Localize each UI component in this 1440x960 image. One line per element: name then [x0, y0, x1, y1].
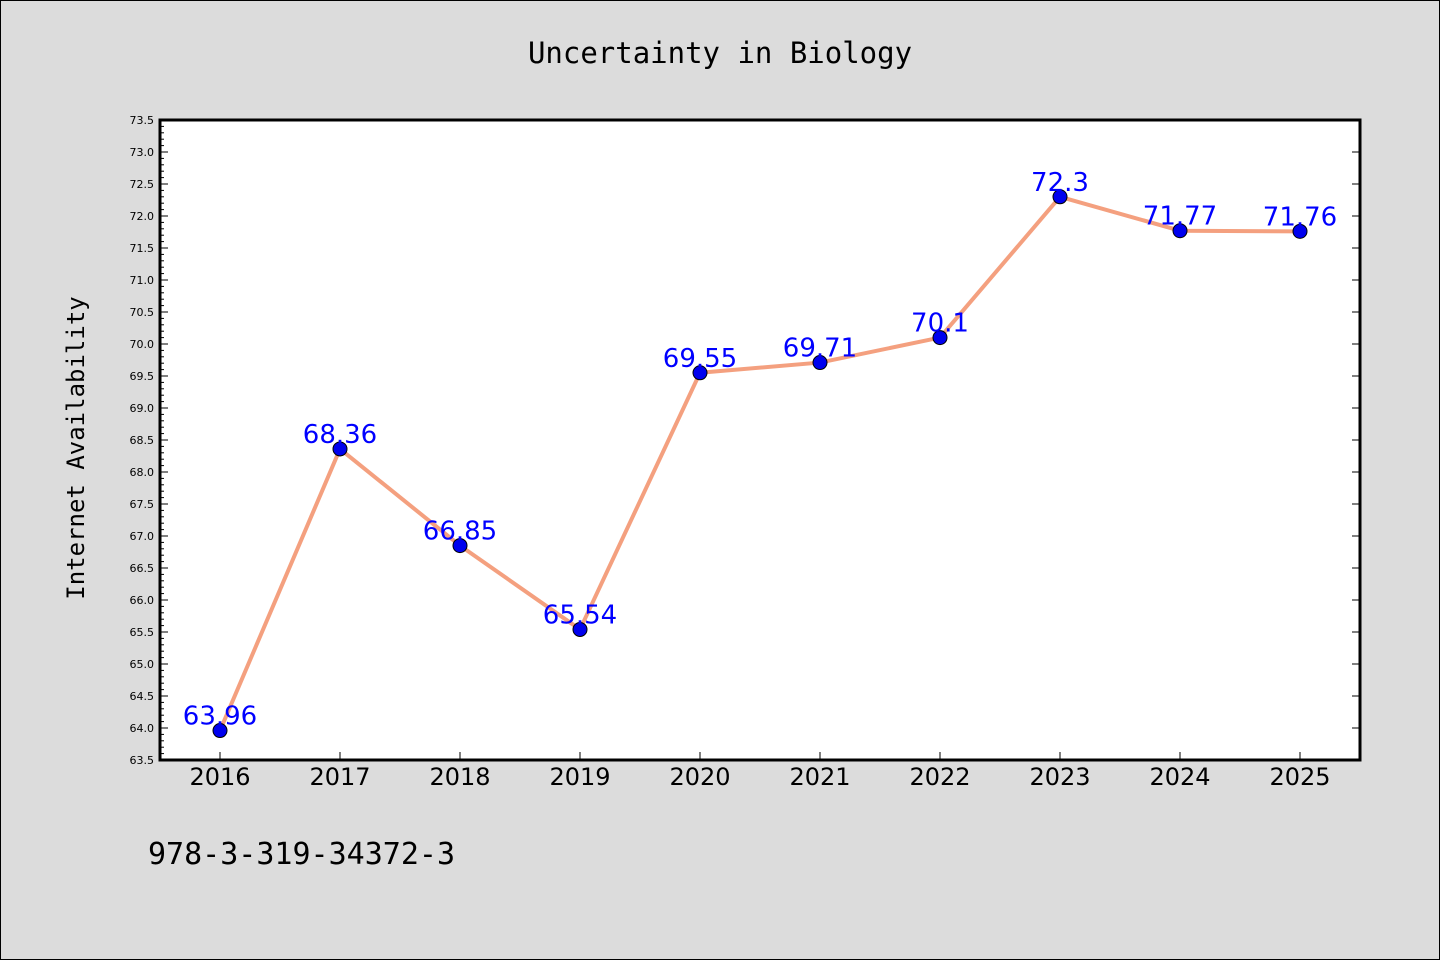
data-label: 63.96	[183, 702, 257, 732]
data-label: 70.1	[911, 309, 969, 339]
data-label: 72.3	[1031, 168, 1089, 198]
y-tick-label: 64.0	[130, 722, 155, 735]
y-tick-label: 69.5	[130, 370, 155, 383]
x-tick-label: 2016	[189, 763, 250, 791]
data-point-marker	[1052, 189, 1068, 205]
data-point-marker	[1172, 223, 1188, 239]
x-tick-label: 2021	[789, 763, 850, 791]
y-tick-label: 70.5	[130, 306, 155, 319]
series-line	[218, 194, 1302, 733]
x-tick-label: 2023	[1029, 763, 1090, 791]
x-tick-label: 2022	[909, 763, 970, 791]
isbn-footnote: 978-3-319-34372-3	[148, 837, 455, 872]
data-point-marker	[572, 621, 588, 637]
x-tick-label: 2019	[549, 763, 610, 791]
y-tick-label: 68.5	[130, 434, 155, 447]
y-tick-label: 72.0	[130, 210, 155, 223]
data-point-marker	[812, 355, 828, 371]
chart-title: Uncertainty in Biology	[528, 36, 912, 70]
data-label: 69.71	[783, 334, 857, 364]
y-tick-label: 72.5	[130, 178, 155, 191]
x-tick-label: 2018	[429, 763, 490, 791]
y-axis-label: Internet Availability	[62, 296, 90, 599]
data-label: 68.36	[303, 420, 377, 450]
y-tick-label: 67.0	[130, 530, 155, 543]
data-label: 71.76	[1263, 202, 1337, 232]
y-tick-label: 65.5	[130, 626, 155, 639]
y-tick-label: 66.0	[130, 594, 155, 607]
data-point-marker	[692, 365, 708, 381]
data-point-marker	[212, 723, 228, 739]
x-tick-label: 2025	[1269, 763, 1330, 791]
x-tick-label: 2017	[309, 763, 370, 791]
data-point-marker	[1292, 223, 1308, 239]
x-tick-label: 2024	[1149, 763, 1210, 791]
data-point-marker	[452, 538, 468, 554]
y-tick-label: 69.0	[130, 402, 155, 415]
y-tick-label: 71.5	[130, 242, 155, 255]
y-tick-label: 68.0	[130, 466, 155, 479]
y-tick-label: 65.0	[130, 658, 155, 671]
y-tick-label: 66.5	[130, 562, 155, 575]
y-axis-ticks: 63.5 64.0 64.5 65.0 65.5 66.0 66.5 67.0 67.5 68.0…	[130, 114, 1360, 767]
y-tick-label: 67.5	[130, 498, 155, 511]
y-tick-label: 73.5	[130, 114, 155, 127]
y-tick-label: 63.5	[130, 754, 155, 767]
series-group	[212, 189, 1308, 739]
data-label: 69.55	[663, 344, 737, 374]
y-tick-label: 64.5	[130, 690, 155, 703]
x-axis-ticks: 2016 2017 2018 2019 2020 2021 2022 2023 2024 2025	[189, 752, 1331, 791]
data-labels: 63.96 68.36 66.85 65.54 69.55 69.71 70.1 72.3 71…	[183, 168, 1337, 732]
data-label: 65.54	[543, 600, 617, 630]
data-point-marker	[332, 441, 348, 457]
y-tick-label: 71.0	[130, 274, 155, 287]
data-label: 71.77	[1143, 202, 1217, 232]
y-tick-label: 73.0	[130, 146, 155, 159]
data-point-marker	[932, 330, 948, 346]
y-tick-label: 70.0	[130, 338, 155, 351]
x-tick-label: 2020	[669, 763, 730, 791]
data-label: 66.85	[423, 517, 497, 547]
